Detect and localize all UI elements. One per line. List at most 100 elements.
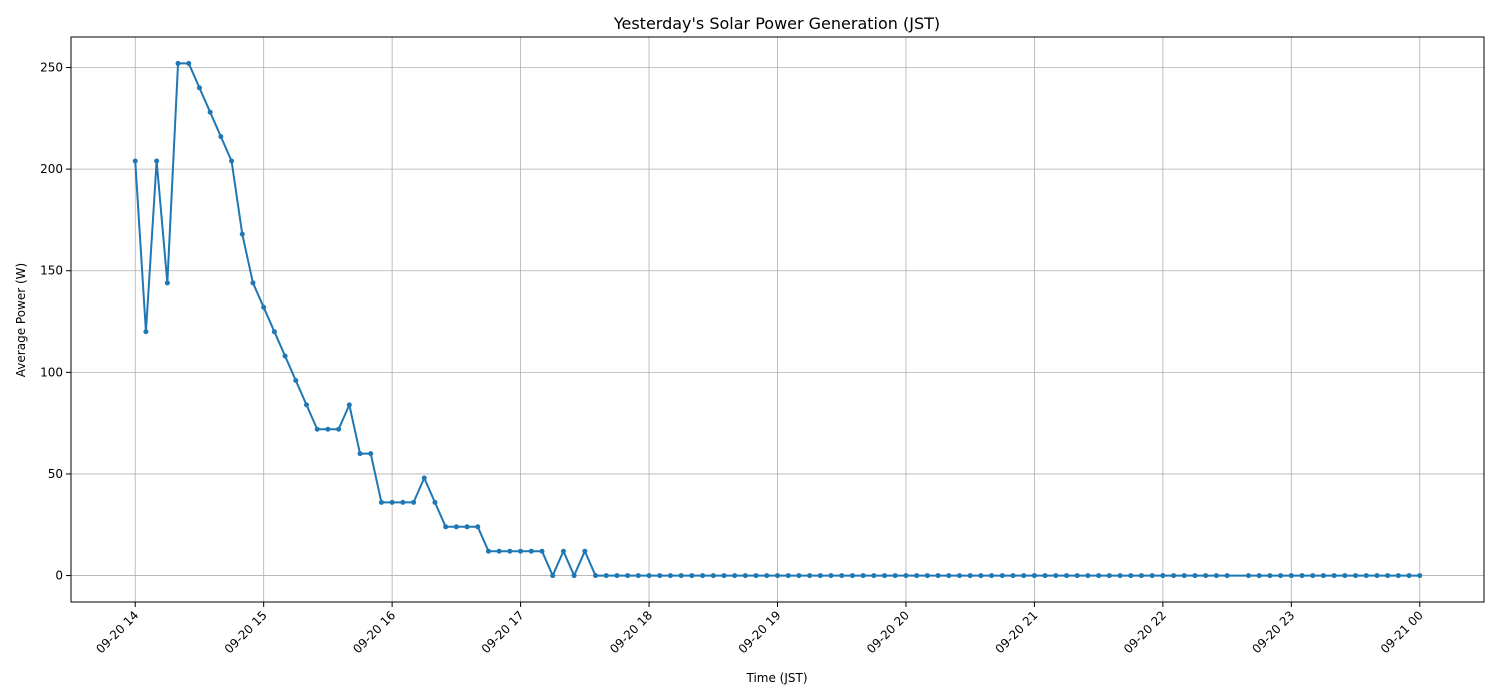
data-point [796,573,802,579]
data-point [1021,573,1027,579]
y-axis-ticks: 0 50 100 150 200 250 [40,60,71,583]
data-point [1149,573,1155,579]
data-point [464,524,470,530]
data-point [785,573,791,579]
data-point [1310,573,1316,579]
data-point [1363,573,1369,579]
y-tick-label: 200 [40,162,63,176]
data-point [892,573,898,579]
data-point [1010,573,1016,579]
data-point [946,573,952,579]
data-point [496,548,502,554]
data-point [678,573,684,579]
data-point [560,548,566,554]
x-axis-ticks: 09-20 14 09-20 15 09-20 16 09-20 17 09-20 18… [93,602,1426,656]
x-tick-label: 09-20 22 [1121,608,1169,656]
data-point [1053,573,1059,579]
data-point [132,158,138,164]
data-point [325,426,331,432]
data-point [1031,573,1037,579]
data-point [700,573,706,579]
data-point [1171,573,1177,579]
data-point [164,280,170,286]
data-point [368,451,374,457]
x-tick-label: 09-20 14 [93,608,141,656]
data-point [1192,573,1198,579]
data-point [282,353,288,359]
x-tick-label: 09-20 19 [736,608,784,656]
data-point [1385,573,1391,579]
x-axis-label: Time (JST) [745,671,807,685]
data-point [1117,573,1123,579]
data-point [603,573,609,579]
data-point [967,573,973,579]
data-point [646,573,652,579]
x-tick-label: 09-20 18 [607,608,655,656]
y-tick-label: 50 [48,467,63,481]
data-point [1299,573,1305,579]
data-point [1085,573,1091,579]
data-point [989,573,995,579]
x-tick-label: 09-20 16 [350,608,398,656]
data-point [710,573,716,579]
data-point [357,451,363,457]
data-point [453,524,459,530]
data-point [389,499,395,505]
data-point [1213,573,1219,579]
data-point [667,573,673,579]
data-point [935,573,941,579]
data-point [1074,573,1080,579]
data-point [860,573,866,579]
data-point [346,402,352,408]
data-point [924,573,930,579]
data-point [443,524,449,530]
data-point [742,573,748,579]
x-tick-label: 09-20 23 [1249,608,1297,656]
data-point [1288,573,1294,579]
data-point [314,426,320,432]
data-point [657,573,663,579]
data-point [625,573,631,579]
data-point [721,573,727,579]
data-point [817,573,823,579]
y-tick-label: 250 [40,60,63,74]
data-point [1064,573,1070,579]
data-point [336,426,342,432]
data-point [539,548,545,554]
data-point [229,158,235,164]
data-point [154,158,160,164]
data-point [871,573,877,579]
data-point [828,573,834,579]
x-tick-label: 09-20 17 [479,608,527,656]
data-point [378,499,384,505]
data-point [1160,573,1166,579]
data-point [1203,573,1209,579]
data-point [775,573,780,579]
data-point [956,573,962,579]
data-point [175,60,181,66]
data-point [1138,573,1144,579]
data-point [304,402,309,408]
data-point [807,573,813,579]
data-point [1042,573,1048,579]
data-point [293,377,299,383]
data-point [764,573,770,579]
series-group [132,60,1423,579]
data-point [400,499,406,505]
data-point [207,109,213,115]
data-point [1256,573,1262,579]
y-tick-label: 100 [40,365,63,379]
data-point [1267,573,1273,579]
data-point [753,573,759,579]
data-point [732,573,738,579]
chart-title: Yesterday's Solar Power Generation (JST) [613,14,940,33]
data-point [999,573,1005,579]
data-point [271,329,277,335]
x-tick-label: 09-20 15 [222,608,270,656]
data-point [1374,573,1380,579]
data-point [1406,573,1412,579]
data-point [143,329,149,335]
data-point [593,573,599,579]
data-point [1106,573,1112,579]
